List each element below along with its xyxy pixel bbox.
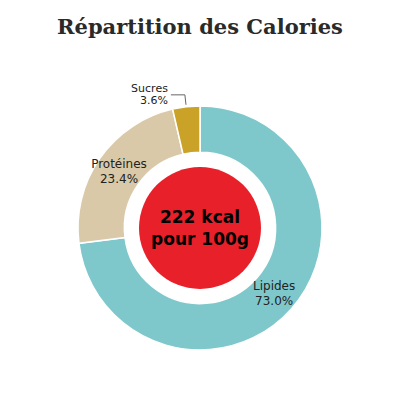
center-circle [139,167,261,289]
slice [173,106,200,154]
leader-line [171,95,186,105]
title: Répartition des Calories [57,14,343,39]
data-label: Sucres3.6% [131,82,168,108]
data-label-category: Protéines [91,157,147,171]
data-label-category: Sucres [131,82,168,95]
data-label-category: Lipides [253,279,295,293]
chart: Répartition des Calories 222 kcalpour 100… [0,0,400,400]
data-label: Protéines23.4% [91,157,147,185]
data-label-value: 73.0% [255,294,293,308]
data-label-value: 23.4% [100,172,138,186]
donut: 222 kcalpour 100g Lipides73.0% Protéines23… [78,82,322,350]
data-label-value: 3.6% [140,94,168,107]
center-text: 222 kcal [160,207,240,227]
slice [79,106,322,350]
data-label: Lipides73.0% [253,279,295,307]
center-text: pour 100g [151,229,249,249]
